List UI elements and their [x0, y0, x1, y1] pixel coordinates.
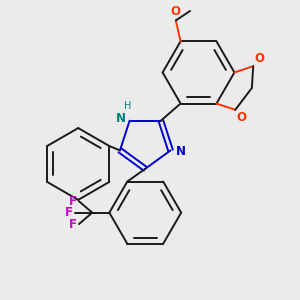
- Text: O: O: [254, 52, 264, 65]
- Text: O: O: [171, 4, 181, 18]
- Text: F: F: [69, 218, 77, 231]
- Text: F: F: [65, 206, 73, 219]
- Text: H: H: [124, 101, 131, 111]
- Text: O: O: [236, 111, 246, 124]
- Text: F: F: [69, 195, 77, 208]
- Text: N: N: [116, 112, 126, 125]
- Text: N: N: [176, 145, 186, 158]
